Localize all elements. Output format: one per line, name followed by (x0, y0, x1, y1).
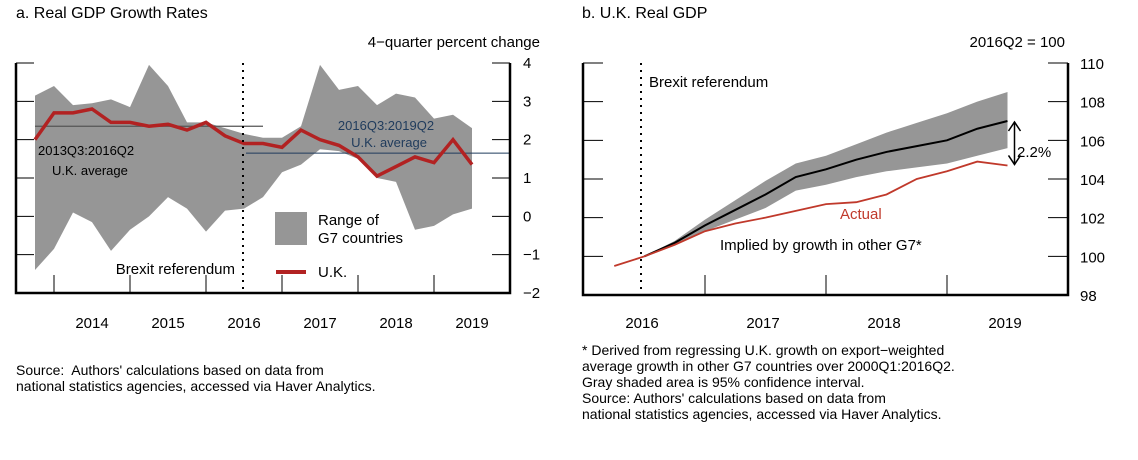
panel-a-title: a. Real GDP Growth Rates (16, 5, 208, 22)
y-tick-label: 110 (1080, 56, 1104, 73)
panel-a-legend: Range of G7 countries U.K. (275, 212, 403, 281)
panel-a-brexit-label: Brexit referendum (116, 261, 235, 278)
avg1-label-text: U.K. average (52, 163, 128, 178)
panel-a-plot-area (33, 63, 510, 293)
panel-b-unit-label: 2016Q2 = 100 (969, 34, 1065, 51)
panel-a-source-note: Source: Authors' calculations based on d… (16, 362, 376, 394)
x-tick-label: 2015 (151, 315, 184, 332)
x-tick-label: 2019 (455, 315, 488, 332)
y-tick-label: 4 (523, 55, 531, 72)
y-tick-label: 100 (1080, 249, 1105, 266)
x-tick-label: 2016 (227, 315, 260, 332)
x-tick-label: 2016 (625, 315, 658, 332)
actual-gdp-line (613, 160, 1008, 267)
x-tick-label: 2018 (379, 315, 412, 332)
legend-uk-label: U.K. (318, 264, 347, 281)
y-tick-label: 3 (523, 93, 531, 110)
y-tick-label: −1 (523, 247, 540, 264)
panel-b-uk-real-gdp: b. U.K. Real GDP 2016Q2 = 100 1101081061… (581, 5, 1105, 332)
panel-a-x-axis: 2014 2015 2016 2017 2018 2019 (53, 275, 489, 332)
panel-a-growth-rates: a. Real GDP Growth Rates 4−quarter perce… (14, 5, 540, 332)
y-tick-label: 0 (523, 208, 531, 225)
x-tick-label: 2018 (867, 315, 900, 332)
g7-range-area (35, 64, 472, 271)
panel-b-title: b. U.K. Real GDP (582, 5, 707, 22)
y-tick-label: 2 (523, 132, 531, 149)
x-tick-label: 2017 (303, 315, 336, 332)
uk-growth-line (33, 107, 474, 179)
actual-label: Actual (840, 206, 882, 223)
implied-label: Implied by growth in other G7* (720, 237, 922, 254)
legend-range-line1: Range of (318, 212, 380, 229)
y-tick-label: 98 (1080, 288, 1097, 305)
y-tick-label: 108 (1080, 95, 1105, 112)
panel-b-y-axis: 110 108 106 104 102 100 98 (583, 56, 1105, 305)
y-tick-label: 1 (523, 170, 531, 187)
gap-label: 2.2% (1017, 144, 1051, 161)
panel-b-plot-area (613, 63, 1022, 295)
legend-swatch-range (275, 212, 307, 245)
x-tick-label: 2019 (988, 315, 1021, 332)
implied-gdp-line (644, 120, 1008, 258)
y-tick-label: 104 (1080, 172, 1105, 189)
panel-b-x-axis: 2016 2017 2018 2019 (625, 275, 1022, 332)
confidence-interval-area (644, 92, 1008, 257)
panel-b-brexit-label: Brexit referendum (649, 74, 768, 91)
y-tick-label: −2 (523, 285, 540, 302)
gap-arrow-head-up (1007, 120, 1022, 132)
gap-arrow-head-down (1007, 155, 1022, 166)
avg2-label-period: 2016Q3:2019Q2 (338, 118, 434, 133)
avg2-label-text: U.K. average (351, 135, 427, 150)
y-tick-label: 106 (1080, 133, 1105, 150)
avg1-label-period: 2013Q3:2016Q2 (38, 143, 134, 158)
panel-a-unit-label: 4−quarter percent change (368, 34, 540, 51)
x-tick-label: 2014 (75, 315, 108, 332)
panel-a-y-axis: 4 3 2 1 0 −1 −2 (16, 55, 540, 302)
panel-b-footnote: * Derived from regressing U.K. growth on… (582, 342, 955, 422)
x-tick-label: 2017 (746, 315, 779, 332)
y-tick-label: 102 (1080, 211, 1105, 228)
legend-range-line2: G7 countries (318, 230, 403, 247)
